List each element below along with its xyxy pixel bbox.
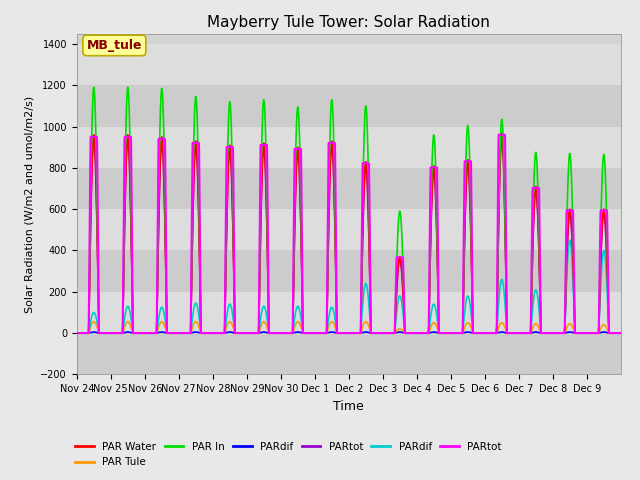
Bar xyxy=(77,292,621,333)
Bar xyxy=(77,127,621,168)
Bar xyxy=(77,168,621,209)
Bar xyxy=(77,251,621,292)
Bar xyxy=(77,85,621,127)
Bar xyxy=(77,44,621,85)
Y-axis label: Solar Radiation (W/m2 and umol/m2/s): Solar Radiation (W/m2 and umol/m2/s) xyxy=(25,96,35,312)
Bar xyxy=(77,333,621,374)
Text: MB_tule: MB_tule xyxy=(86,39,142,52)
Title: Mayberry Tule Tower: Solar Radiation: Mayberry Tule Tower: Solar Radiation xyxy=(207,15,490,30)
Bar xyxy=(77,209,621,251)
X-axis label: Time: Time xyxy=(333,400,364,413)
Legend: PAR Water, PAR Tule, PAR In, PARdif, PARtot, PARdif, PARtot: PAR Water, PAR Tule, PAR In, PARdif, PAR… xyxy=(71,438,506,471)
